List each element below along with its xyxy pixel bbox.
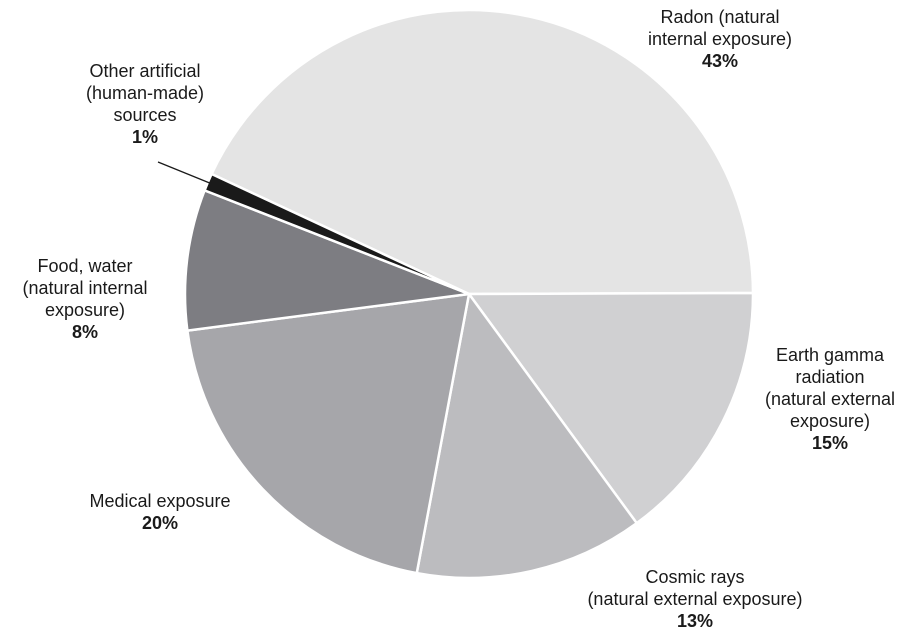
food-label-line-2: (natural internal: [22, 278, 148, 298]
food-label-line-1: Food, water: [37, 256, 133, 276]
pie-slice-radon: [210, 8, 755, 296]
other-label-line-2: (human-made): [85, 83, 205, 103]
slice-label-cosmic-rays: Cosmic rays (natural external exposure) …: [585, 566, 805, 632]
slice-label-earth-gamma: Earth gamma radiation (natural external …: [745, 344, 911, 454]
medical-value: 20%: [141, 513, 179, 533]
earth-label-line-2: radiation: [795, 367, 865, 387]
medical-label-line-1: Medical exposure: [89, 491, 231, 511]
slice-label-medical: Medical exposure 20%: [60, 490, 260, 534]
other-value: 1%: [131, 127, 158, 147]
cosmic-label-line-1: Cosmic rays: [645, 567, 745, 587]
slice-label-other-artificial: Other artificial (human-made) sources 1%: [55, 60, 235, 148]
radon-label-line-2: internal exposure): [647, 29, 793, 49]
leader-line-other-artificial: [157, 161, 211, 184]
food-label-line-3: exposure): [44, 300, 126, 320]
other-label-line-3: sources: [113, 105, 177, 125]
earth-label-line-3: (natural external: [764, 389, 896, 409]
other-label-line-1: Other artificial: [89, 61, 201, 81]
earth-label-line-1: Earth gamma: [775, 345, 885, 365]
slice-label-radon: Radon (natural internal exposure) 43%: [620, 6, 820, 72]
slice-label-food-water: Food, water (natural internal exposure) …: [5, 255, 165, 343]
earth-label-line-4: exposure): [789, 411, 871, 431]
cosmic-value: 13%: [676, 611, 714, 631]
earth-value: 15%: [811, 433, 849, 453]
radon-label-line-1: Radon (natural: [660, 7, 780, 27]
radon-value: 43%: [701, 51, 739, 71]
food-value: 8%: [71, 322, 98, 342]
pie-slice-food-water: [183, 189, 471, 332]
pie-slice-cosmic-rays: [415, 292, 638, 580]
cosmic-label-line-2: (natural external exposure): [587, 589, 803, 609]
pie-slice-earth-gamma: [467, 291, 755, 525]
pie-slice-medical: [186, 292, 471, 575]
